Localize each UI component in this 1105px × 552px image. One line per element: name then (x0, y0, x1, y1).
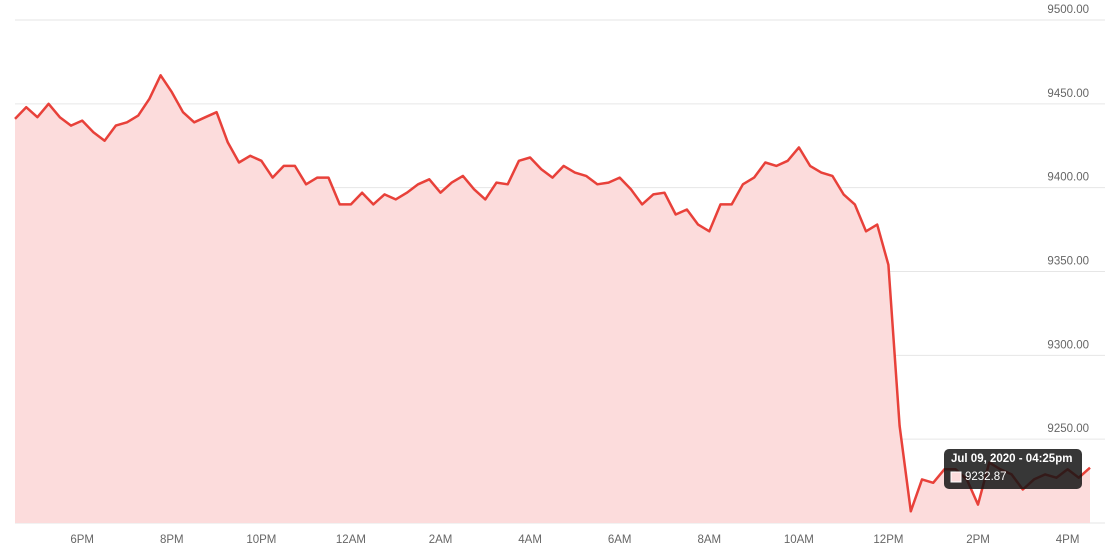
x-tick-label: 4AM (518, 534, 542, 546)
y-tick-label: 9300.00 (1047, 339, 1089, 351)
x-tick-label: 8AM (697, 534, 721, 546)
y-tick-label: 9450.00 (1047, 88, 1089, 100)
tooltip-box (944, 449, 1082, 489)
tooltip-swatch (950, 471, 962, 483)
x-tick-label: 12PM (873, 534, 903, 546)
x-tick-label: 8PM (160, 534, 184, 546)
y-tick-label: 9350.00 (1047, 256, 1089, 268)
area (15, 75, 1090, 524)
x-tick-label: 10PM (246, 534, 276, 546)
x-tick-label: 10AM (784, 534, 814, 546)
x-tick-label: 2PM (966, 534, 990, 546)
x-tick-label: 4PM (1056, 534, 1080, 546)
x-tick-label: 12AM (336, 534, 366, 546)
y-tick-label: 9500.00 (1047, 4, 1089, 16)
x-tick-label: 6PM (70, 534, 94, 546)
x-tick-label: 6AM (608, 534, 632, 546)
line (14, 74, 1091, 513)
y-tick-label: 9250.00 (1047, 423, 1089, 435)
tooltip-value: 9232.87 (965, 471, 1007, 483)
y-tick-label: 9400.00 (1047, 172, 1089, 184)
tooltip: Jul 09, 2020 - 04:25pm 9232.87 (944, 449, 1082, 489)
tooltip-title: Jul 09, 2020 - 04:25pm (951, 453, 1072, 465)
x-tick-label: 2AM (429, 534, 453, 546)
